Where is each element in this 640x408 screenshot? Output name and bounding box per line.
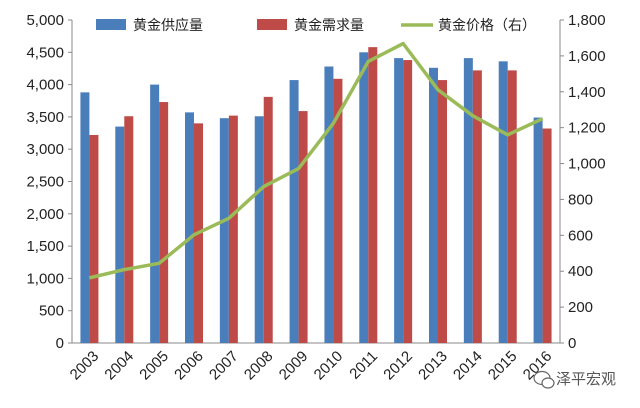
left-tick-label: 2,000 [26, 206, 64, 223]
legend-swatch-supply [96, 19, 126, 30]
left-tick-label: 4,500 [26, 44, 64, 61]
x-tick-label: 2010 [311, 348, 347, 384]
right-tick-label: 400 [568, 263, 593, 280]
left-tick-label: 1,500 [26, 238, 64, 255]
bar-demand [124, 116, 134, 343]
bar-supply [359, 52, 369, 344]
x-tick-label: 2003 [67, 348, 103, 384]
bar-demand [333, 78, 343, 343]
bar-supply [185, 112, 194, 344]
bar-demand [438, 80, 447, 343]
legend-label-demand: 黄金需求量 [294, 17, 364, 34]
bar-supply [115, 126, 125, 343]
bar-supply [289, 80, 299, 343]
x-tick-label: 2005 [136, 348, 172, 384]
x-tick-label: 2015 [485, 348, 521, 384]
bar-demand [368, 47, 378, 344]
bar-supply [498, 61, 508, 344]
bar-demand [159, 102, 169, 344]
right-tick-label: 200 [568, 299, 593, 316]
legend-swatch-demand [257, 19, 287, 30]
legend-label-price: 黄金价格（右） [438, 17, 536, 34]
left-tick-label: 0 [56, 335, 64, 352]
left-tick-label: 4,000 [26, 77, 64, 94]
price-line [89, 41, 544, 280]
left-tick-label: 500 [39, 303, 64, 320]
bar-supply [324, 66, 334, 344]
right-tick-label: 1,200 [568, 120, 606, 137]
x-tick-label: 2012 [380, 348, 416, 384]
bar-supply [219, 118, 229, 343]
bar-supply [394, 58, 404, 343]
bar-demand [89, 134, 99, 343]
x-tick-label: 2008 [241, 348, 277, 384]
x-tick-label: 2014 [450, 348, 486, 384]
bar-supply [150, 84, 160, 343]
left-tick-label: 3,000 [26, 141, 64, 158]
bar-supply [429, 67, 438, 343]
left-tick-label: 2,500 [26, 174, 64, 191]
bar-supply [254, 116, 264, 343]
bar-demand [507, 70, 517, 343]
x-tick-label: 2011 [346, 348, 381, 383]
x-tick-label: 2007 [206, 348, 242, 384]
left-tick-label: 5,000 [26, 12, 64, 29]
bar-supply [533, 117, 543, 344]
right-tick-label: 1,800 [568, 12, 606, 29]
watermark-text: 泽平宏观 [556, 370, 616, 388]
right-tick-label: 1,000 [568, 156, 606, 173]
left-tick-label: 3,500 [26, 109, 64, 126]
bar-demand [263, 96, 273, 344]
right-tick-label: 1,600 [568, 48, 606, 65]
wechat-icon [533, 370, 555, 389]
bar-supply [80, 92, 90, 344]
x-tick-label: 2004 [101, 348, 137, 384]
x-tick-label: 2006 [171, 348, 207, 384]
x-tick-label: 2013 [415, 348, 451, 384]
right-tick-label: 0 [568, 335, 576, 352]
left-tick-label: 1,000 [26, 270, 64, 287]
wechat-icon-bubble-small [541, 377, 555, 389]
x-tick-label: 2009 [276, 348, 312, 384]
bar-demand [472, 70, 482, 343]
legend-label-supply: 黄金供应量 [133, 17, 203, 34]
bar-demand [403, 60, 413, 343]
bar-demand [542, 128, 552, 343]
bar-supply [463, 58, 473, 343]
right-tick-label: 1,400 [568, 84, 606, 101]
bar-demand [298, 111, 308, 343]
right-tick-label: 600 [568, 227, 593, 244]
right-tick-label: 800 [568, 191, 593, 208]
bar-demand [228, 115, 238, 343]
